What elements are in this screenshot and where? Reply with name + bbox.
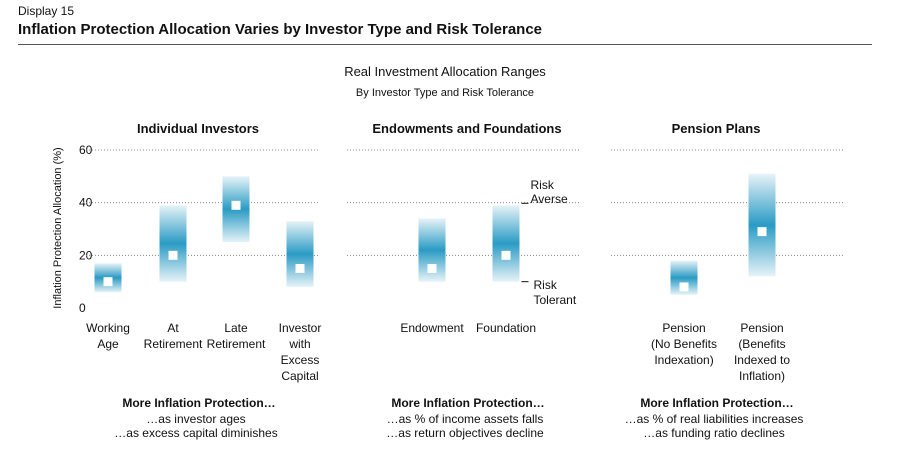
footnote-heading: More Inflation Protection…	[391, 396, 544, 410]
category-label: Endowment	[400, 321, 464, 335]
chart-title: Real Investment Allocation Ranges	[344, 64, 546, 79]
category-label: with	[288, 337, 310, 351]
category-label: Retirement	[207, 337, 266, 351]
display-label: Display 15	[18, 4, 75, 18]
category-label: Investor	[279, 321, 322, 335]
category-label: Working	[86, 321, 130, 335]
chart-subtitle: By Investor Type and Risk Tolerance	[356, 87, 534, 99]
title-divider	[18, 44, 872, 45]
category-label: Capital	[281, 369, 318, 383]
point-marker	[103, 277, 113, 287]
range-bar	[492, 205, 520, 282]
range-bar	[159, 205, 187, 282]
point-marker	[168, 250, 178, 260]
point-marker	[427, 264, 437, 273]
footnote-line: …as % of income assets falls	[387, 412, 544, 426]
panel-title: Individual Investors	[137, 121, 259, 136]
footnote-line: …as funding ratio declines	[643, 426, 784, 440]
y-axis-label: Inflation Protection Allocation (%)	[52, 147, 64, 308]
footnote-line: …as excess capital diminishes	[114, 426, 277, 440]
category-label: Indexed to	[734, 353, 790, 367]
category-label: Retirement	[144, 337, 203, 351]
risk-tolerant-label: Tolerant	[534, 293, 577, 307]
category-label: Pension	[740, 321, 783, 335]
range-bar	[286, 221, 314, 287]
category-label: (Benefits	[738, 337, 785, 351]
y-tick-label: 40	[79, 196, 93, 210]
footnote-heading: More Inflation Protection…	[640, 396, 793, 410]
risk-averse-label: Averse	[531, 192, 568, 206]
category-label: Late	[224, 321, 248, 335]
category-label: Inflation)	[739, 369, 785, 383]
footnote-line: …as return objectives decline	[386, 426, 544, 440]
y-tick-label: 0	[79, 301, 86, 315]
footnote-line: …as % of real liabilities increases	[625, 412, 804, 426]
point-marker	[231, 200, 241, 210]
category-label: Foundation	[476, 321, 536, 335]
category-label: At	[167, 321, 179, 335]
footnote-heading: More Inflation Protection…	[122, 396, 275, 410]
page-title: Inflation Protection Allocation Varies b…	[18, 21, 543, 38]
point-marker	[679, 282, 689, 292]
category-label: Age	[97, 337, 119, 351]
category-label: (No Benefits	[651, 337, 717, 351]
risk-tolerant-label: Risk	[534, 278, 558, 292]
point-marker	[295, 264, 305, 273]
y-tick-label: 60	[79, 143, 93, 157]
point-marker	[757, 227, 767, 237]
range-bar	[748, 173, 776, 277]
panel-title: Endowments and Foundations	[372, 121, 561, 136]
category-label: Pension	[662, 321, 705, 335]
category-label: Indexation)	[654, 353, 713, 367]
risk-averse-label: Risk	[531, 178, 555, 192]
category-label: Excess	[281, 353, 320, 367]
panel-title: Pension Plans	[672, 121, 761, 136]
chart-marks: 0 20 40 60 Individual Investors Working Age At R…	[79, 121, 843, 440]
footnote-line: …as investor ages	[146, 412, 245, 426]
y-tick-label: 20	[79, 248, 93, 262]
point-marker	[501, 250, 511, 260]
